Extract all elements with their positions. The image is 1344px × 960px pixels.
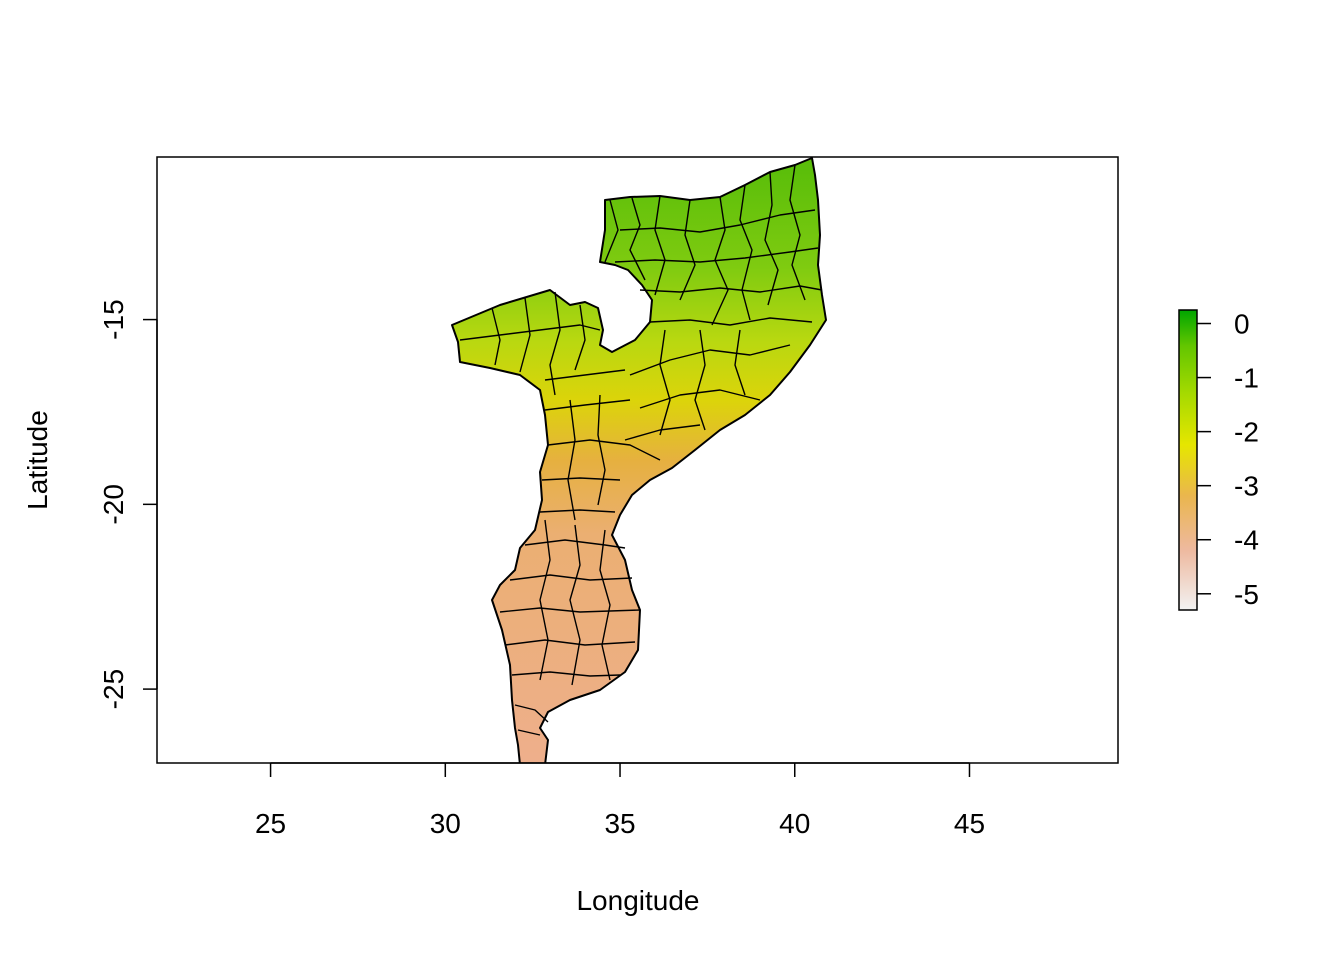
district-border — [659, 329, 671, 436]
district-border — [639, 285, 823, 293]
district-border — [459, 324, 601, 341]
district-border — [539, 509, 616, 513]
y-tick-label: -25 — [98, 669, 129, 709]
x-axis: 25 30 35 40 45 — [255, 762, 985, 839]
x-tick-label: 40 — [779, 808, 810, 839]
color-legend: 0 -1 -2 -3 -4 -5 — [1178, 309, 1259, 611]
district-border — [624, 424, 701, 441]
district-border — [649, 317, 813, 326]
district-border — [734, 329, 746, 396]
district-border — [544, 399, 631, 411]
district-border — [549, 291, 561, 396]
x-tick-label: 25 — [255, 808, 286, 839]
district-border — [541, 477, 621, 481]
x-tick-label: 45 — [954, 808, 985, 839]
legend-tick-label: -4 — [1234, 525, 1259, 556]
district-border — [544, 369, 626, 381]
x-axis-title: Longitude — [576, 885, 699, 916]
district-border — [491, 307, 501, 366]
district-border — [764, 171, 779, 306]
district-border — [639, 389, 761, 409]
district-border — [604, 199, 619, 263]
y-axis-title: Latitude — [22, 410, 53, 510]
mozambique-outline — [451, 157, 827, 763]
legend-tick-label: -2 — [1234, 417, 1259, 448]
district-border — [539, 519, 551, 681]
district-border — [569, 524, 581, 686]
district-border — [574, 304, 586, 371]
legend-tick-label: 0 — [1234, 309, 1250, 340]
legend-tick-label: -3 — [1234, 471, 1259, 502]
mozambique-map — [451, 157, 827, 763]
district-border — [509, 574, 633, 581]
district-border — [629, 197, 646, 281]
district-border — [654, 195, 666, 296]
legend-tick-label: -1 — [1234, 363, 1259, 394]
district-border — [504, 639, 636, 646]
district-border — [517, 729, 541, 736]
district-border — [789, 164, 806, 301]
legend-colorbar — [1178, 309, 1198, 611]
legend-ticks: 0 -1 -2 -3 -4 -5 — [1197, 309, 1259, 610]
district-border — [597, 394, 606, 506]
y-axis: -15 -20 -25 — [98, 299, 158, 709]
y-tick-label: -20 — [98, 484, 129, 524]
district-border — [511, 671, 621, 677]
district-border — [567, 399, 576, 521]
district-border — [514, 704, 549, 723]
x-tick-label: 35 — [604, 808, 635, 839]
district-border — [524, 539, 626, 549]
district-border — [679, 199, 696, 301]
district-border — [547, 439, 661, 461]
legend-tick-label: -5 — [1234, 579, 1259, 610]
district-border — [629, 344, 791, 376]
district-border — [619, 209, 816, 233]
district-border — [599, 529, 611, 681]
district-border — [739, 184, 753, 321]
x-tick-label: 30 — [430, 808, 461, 839]
y-tick-label: -15 — [98, 299, 129, 339]
district-border — [499, 607, 641, 613]
district-border — [519, 297, 531, 373]
district-border — [694, 329, 706, 431]
district-border — [614, 247, 819, 263]
